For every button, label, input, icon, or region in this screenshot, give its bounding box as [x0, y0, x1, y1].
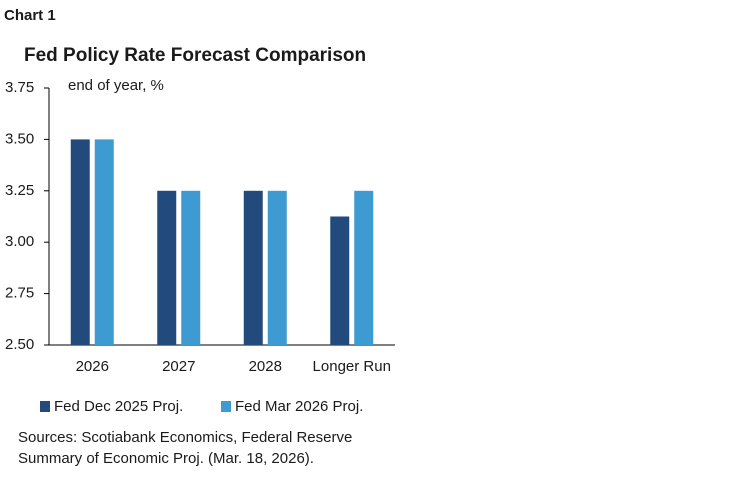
- y-tick-label: 3.00: [5, 233, 34, 250]
- bar: [70, 139, 90, 345]
- bar: [157, 190, 177, 345]
- source-note: Sources: Scotiabank Economics, Federal R…: [18, 429, 352, 446]
- y-tick-label: 3.25: [5, 182, 34, 199]
- bar: [181, 190, 201, 345]
- bar: [243, 190, 263, 345]
- bar: [330, 216, 350, 345]
- legend-label: Fed Mar 2026 Proj.: [235, 398, 363, 415]
- x-tick-label: Longer Run: [313, 358, 391, 375]
- y-axis-label: end of year, %: [68, 77, 164, 94]
- y-tick-label: 3.75: [5, 79, 34, 96]
- x-tick-label: 2026: [76, 358, 109, 375]
- bar: [267, 190, 287, 345]
- legend-swatch: [40, 401, 50, 412]
- y-tick-label: 2.50: [5, 336, 34, 353]
- legend-label: Fed Dec 2025 Proj.: [54, 398, 183, 415]
- y-tick-label: 3.50: [5, 130, 34, 147]
- chart-title: Fed Policy Rate Forecast Comparison: [24, 45, 366, 66]
- x-tick-label: 2028: [249, 358, 282, 375]
- y-tick-label: 2.75: [5, 285, 34, 302]
- chart-label: Chart 1: [4, 7, 56, 24]
- x-tick-label: 2027: [162, 358, 195, 375]
- bar: [94, 139, 114, 345]
- bar: [354, 190, 374, 345]
- legend-swatch: [221, 401, 231, 412]
- source-note: Summary of Economic Proj. (Mar. 18, 2026…: [18, 450, 314, 467]
